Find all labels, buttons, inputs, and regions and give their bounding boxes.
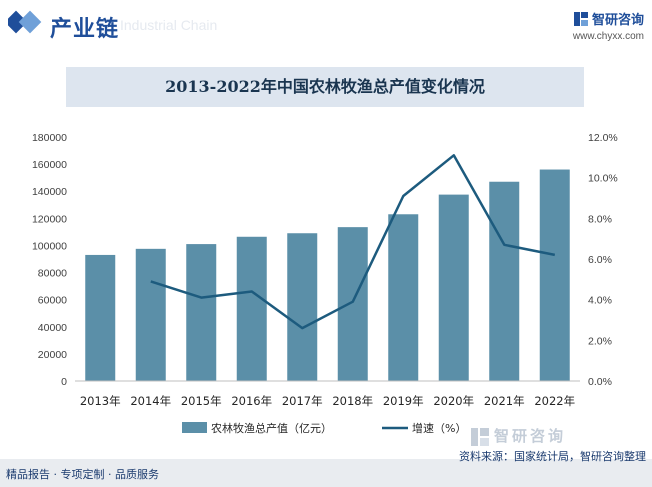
y-left-tick-label: 20000 [38,349,67,361]
x-tick-label: 2014年 [130,394,171,408]
legend: 农林牧渔总产值（亿元） 增速（%） [182,421,466,435]
section-logo-icon [8,10,42,34]
line-series [150,154,556,330]
y-right-tick-label: 12.0% [588,132,618,144]
bottom-logo-text: 智研咨询 [494,427,567,445]
section-title: 产业链 [50,17,120,42]
growth-line [150,154,556,330]
y-left-tick-label: 40000 [38,322,67,334]
bar-2013年 [85,254,116,381]
y-left-tick-label: 120000 [32,213,67,225]
axes: 0 20000 40000 60000 80000 100000 120000 140000 1… [32,132,618,408]
chart-title-banner: 2013-2022年中国农林牧渔总产值变化情况 [66,67,584,107]
y-left-tick-label: 160000 [32,159,67,171]
bottom-watermark-logo: 智研咨询 [470,425,566,447]
x-tick-label: 2013年 [80,394,121,408]
x-tick-label: 2018年 [332,394,373,408]
y-left-tick-label: 60000 [38,295,67,307]
bar-series [85,169,570,381]
bar-2020年 [438,194,469,381]
top-header: Industrial Chain 产业链 智研咨询 www.chyxx.com [0,0,652,55]
legend-bar-label: 农林牧渔总产值（亿元） [211,421,332,435]
brand-url: www.chyxx.com [572,31,644,42]
bar-2021年 [489,181,520,381]
bar-2014年 [135,248,166,381]
y-right-tick-label: 4.0% [588,295,612,307]
y-left-tick-label: 140000 [32,186,67,198]
y-right-tick-label: 2.0% [588,335,612,347]
x-tick-label: 2019年 [383,394,424,408]
y-right-tick-label: 8.0% [588,213,612,225]
x-tick-label: 2016年 [231,394,272,408]
legend-bar-swatch [182,422,207,433]
chart-title: 2013-2022年中国农林牧渔总产值变化情况 [165,77,485,96]
y-left-tick-label: 80000 [38,268,67,280]
y-left-tick-label: 0 [61,376,67,388]
brand-logo-icon [573,11,588,26]
y-left-tick-label: 180000 [32,132,67,144]
bar-2022年 [539,169,570,381]
legend-line-label: 增速（%） [412,421,466,435]
bar-2016年 [236,236,267,381]
y-right-tick-label: 0.0% [588,376,612,388]
x-tick-label: 2022年 [534,394,575,408]
bar-2019年 [388,214,419,381]
x-tick-label: 2021年 [484,394,525,408]
brand-name: 智研咨询 [591,13,644,28]
x-tick-label: 2020年 [433,394,474,408]
y-right-tick-label: 10.0% [588,173,618,185]
x-tick-label: 2017年 [282,394,323,408]
y-left-tick-label: 100000 [32,240,67,252]
y-right-tick-label: 6.0% [588,254,612,266]
watermark-logo-icon [471,427,489,446]
footer-slogan: 精品报告 · 专项定制 · 品质服务 [6,468,159,481]
bar-2017年 [287,233,318,381]
x-tick-label: 2015年 [181,394,222,408]
bar-2015年 [186,244,217,381]
section-watermark: Industrial Chain [120,17,218,33]
footer-bar: 精品报告 · 专项定制 · 品质服务 资料来源：国家统计局，智研咨询整理 [0,450,652,487]
bar-2018年 [337,227,368,381]
brand-block: 智研咨询 www.chyxx.com [573,8,644,42]
footer-source: 资料来源：国家统计局，智研咨询整理 [459,450,646,463]
